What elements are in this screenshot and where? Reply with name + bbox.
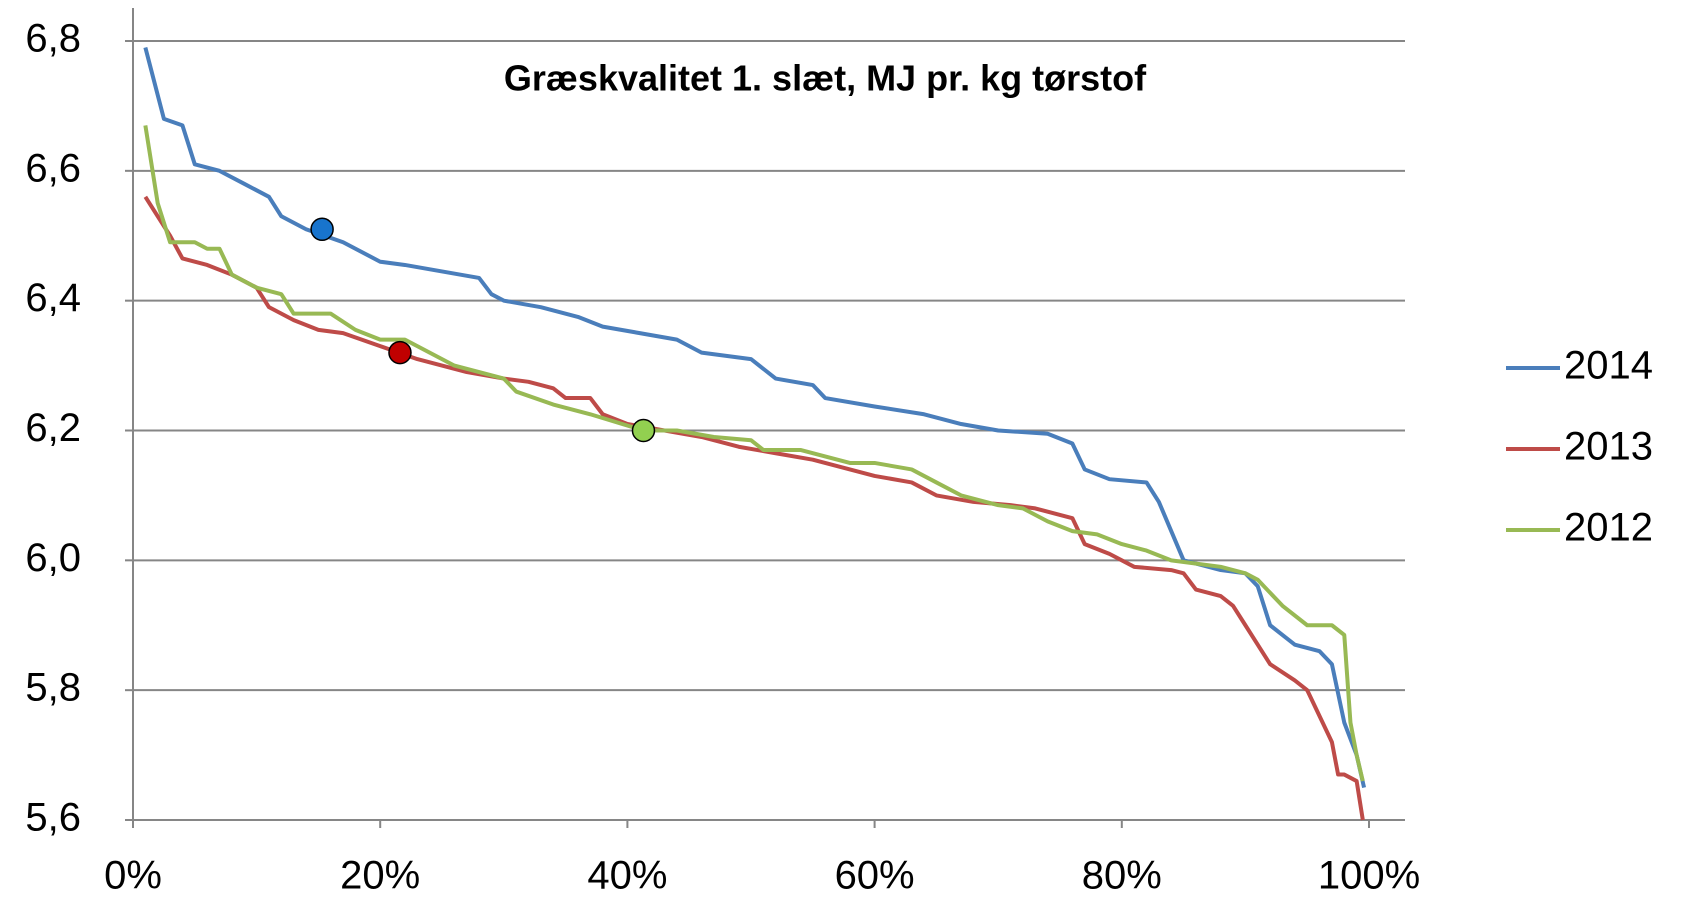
y-tick-label: 5,8	[25, 666, 81, 710]
y-tick-label: 6,8	[25, 17, 81, 61]
y-tick-label: 6,4	[25, 276, 81, 320]
x-tick-label: 60%	[835, 854, 915, 898]
chart-title: Græskvalitet 1. slæt, MJ pr. kg tørstof	[504, 58, 1147, 99]
legend-label: 2012	[1564, 506, 1653, 550]
x-tick-label: 40%	[587, 854, 667, 898]
series-line	[143, 195, 1365, 821]
legend-label: 2013	[1564, 425, 1653, 469]
y-tick-label: 6,2	[25, 406, 81, 450]
x-tick-label: 0%	[104, 854, 162, 898]
x-tick-label: 20%	[340, 854, 420, 898]
legend-label: 2014	[1564, 344, 1653, 388]
x-tick-label: 80%	[1082, 854, 1162, 898]
y-tick-label: 5,6	[25, 796, 81, 840]
series-line	[143, 46, 1367, 788]
highlight-point	[631, 418, 656, 443]
y-tick-label: 6,0	[25, 536, 81, 580]
highlight-point	[310, 217, 334, 242]
highlight-point	[388, 340, 412, 365]
x-tick-label: 100%	[1318, 854, 1420, 898]
y-tick-label: 6,6	[25, 146, 81, 190]
series-line	[143, 125, 1365, 782]
